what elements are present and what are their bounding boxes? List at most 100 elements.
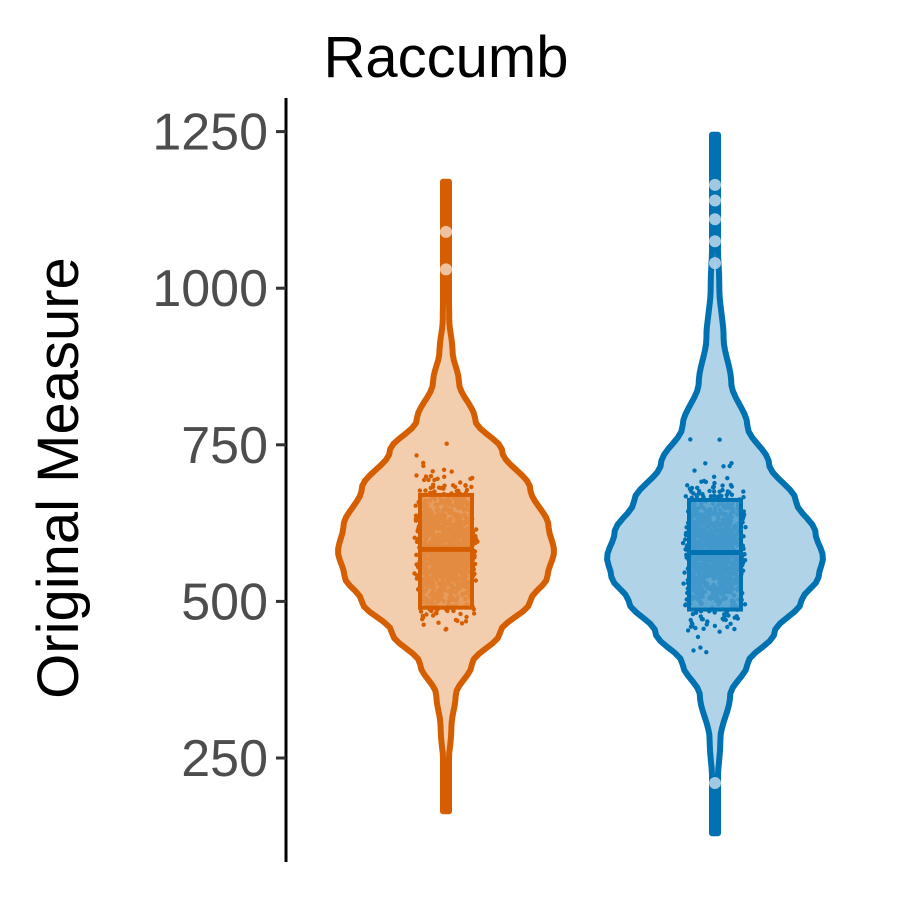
- data-point: [690, 622, 695, 627]
- data-point: [442, 474, 447, 479]
- data-point: [735, 616, 740, 621]
- y-axis-label: Original Measure: [26, 257, 91, 699]
- data-point: [441, 467, 447, 472]
- data-point: [698, 645, 703, 650]
- chart-title: Raccumb: [324, 25, 569, 90]
- data-point: [414, 576, 420, 581]
- data-point: [417, 488, 423, 493]
- outlier-point: [709, 178, 721, 191]
- data-point: [696, 491, 702, 496]
- data-point: [458, 480, 463, 485]
- data-point: [464, 487, 470, 493]
- y-tick-label: 750: [181, 417, 268, 475]
- data-point: [414, 453, 419, 458]
- violin-group-1: [335, 178, 557, 815]
- data-point: [711, 474, 717, 479]
- data-point: [421, 477, 427, 483]
- data-point: [712, 623, 718, 629]
- data-point: [722, 612, 727, 617]
- data-point: [680, 540, 686, 546]
- data-point: [712, 480, 717, 486]
- data-point: [729, 461, 734, 466]
- data-point: [743, 525, 748, 530]
- data-point: [436, 620, 441, 625]
- data-point: [701, 478, 707, 484]
- y-tick-label: 1000: [152, 260, 268, 318]
- outlier-point: [709, 777, 721, 790]
- data-point: [690, 611, 696, 617]
- data-point: [423, 488, 428, 493]
- data-point: [726, 613, 731, 618]
- outlier-point: [709, 235, 721, 248]
- outlier-point: [440, 225, 452, 238]
- data-point: [741, 489, 746, 494]
- data-point: [459, 621, 465, 626]
- data-point: [471, 611, 477, 616]
- data-point: [426, 477, 431, 483]
- data-point: [685, 483, 690, 488]
- data-point: [728, 482, 734, 488]
- data-point: [691, 648, 696, 653]
- data-point: [449, 469, 454, 474]
- data-point: [705, 619, 710, 625]
- plot-area: [335, 131, 826, 837]
- data-point: [682, 570, 687, 575]
- data-point: [421, 622, 426, 627]
- data-point: [473, 536, 479, 542]
- data-point: [470, 475, 475, 481]
- y-tick-label: 1250: [152, 104, 268, 162]
- data-point: [444, 626, 449, 632]
- y-tick-label: 250: [181, 730, 268, 788]
- data-point: [742, 602, 748, 607]
- violin-group-2: [604, 131, 826, 837]
- data-point: [711, 484, 716, 489]
- data-point: [431, 482, 436, 487]
- data-point: [729, 492, 735, 497]
- data-point: [721, 464, 726, 469]
- data-point: [692, 468, 697, 473]
- data-point: [720, 487, 725, 493]
- data-point: [464, 614, 469, 620]
- data-point: [414, 562, 419, 567]
- data-point: [691, 491, 696, 496]
- data-point: [414, 552, 419, 558]
- data-point: [708, 494, 714, 499]
- data-point: [420, 617, 425, 622]
- data-point: [688, 437, 693, 442]
- data-point: [685, 628, 691, 633]
- data-point: [434, 611, 439, 616]
- data-point: [742, 512, 747, 517]
- data-point: [458, 611, 463, 617]
- data-point: [413, 513, 419, 518]
- data-point: [728, 621, 733, 626]
- data-point: [421, 463, 426, 469]
- data-point: [695, 485, 700, 490]
- data-point: [423, 474, 429, 479]
- data-point: [444, 441, 449, 446]
- data-point: [703, 461, 708, 466]
- data-point: [683, 603, 688, 608]
- data-point: [474, 527, 479, 532]
- data-point: [473, 578, 478, 583]
- y-ticks: 250 500 750 1000 1250: [152, 104, 286, 788]
- data-point: [432, 489, 437, 494]
- data-point: [413, 503, 418, 508]
- data-point: [719, 493, 724, 499]
- data-point: [720, 616, 725, 621]
- data-point: [451, 608, 456, 614]
- data-point: [725, 476, 730, 481]
- data-point: [720, 483, 725, 488]
- data-point: [412, 571, 417, 576]
- data-point: [683, 494, 688, 499]
- data-point: [413, 518, 419, 523]
- data-point: [712, 493, 717, 498]
- data-point: [463, 483, 468, 488]
- data-point: [450, 483, 456, 488]
- data-point: [683, 537, 688, 542]
- data-point: [724, 492, 729, 498]
- data-point: [430, 469, 435, 474]
- data-point: [704, 650, 709, 655]
- data-point: [414, 473, 419, 478]
- data-point: [725, 489, 730, 494]
